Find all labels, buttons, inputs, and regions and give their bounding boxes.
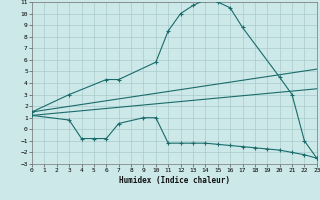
X-axis label: Humidex (Indice chaleur): Humidex (Indice chaleur) [119,176,230,185]
